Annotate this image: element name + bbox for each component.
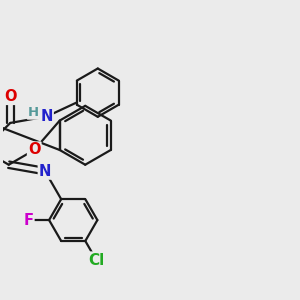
Text: Cl: Cl xyxy=(88,253,104,268)
Text: F: F xyxy=(23,213,34,228)
Text: O: O xyxy=(4,89,16,104)
Text: N: N xyxy=(39,164,51,178)
Text: N: N xyxy=(40,109,53,124)
Text: O: O xyxy=(28,142,40,158)
Text: H: H xyxy=(28,106,39,118)
